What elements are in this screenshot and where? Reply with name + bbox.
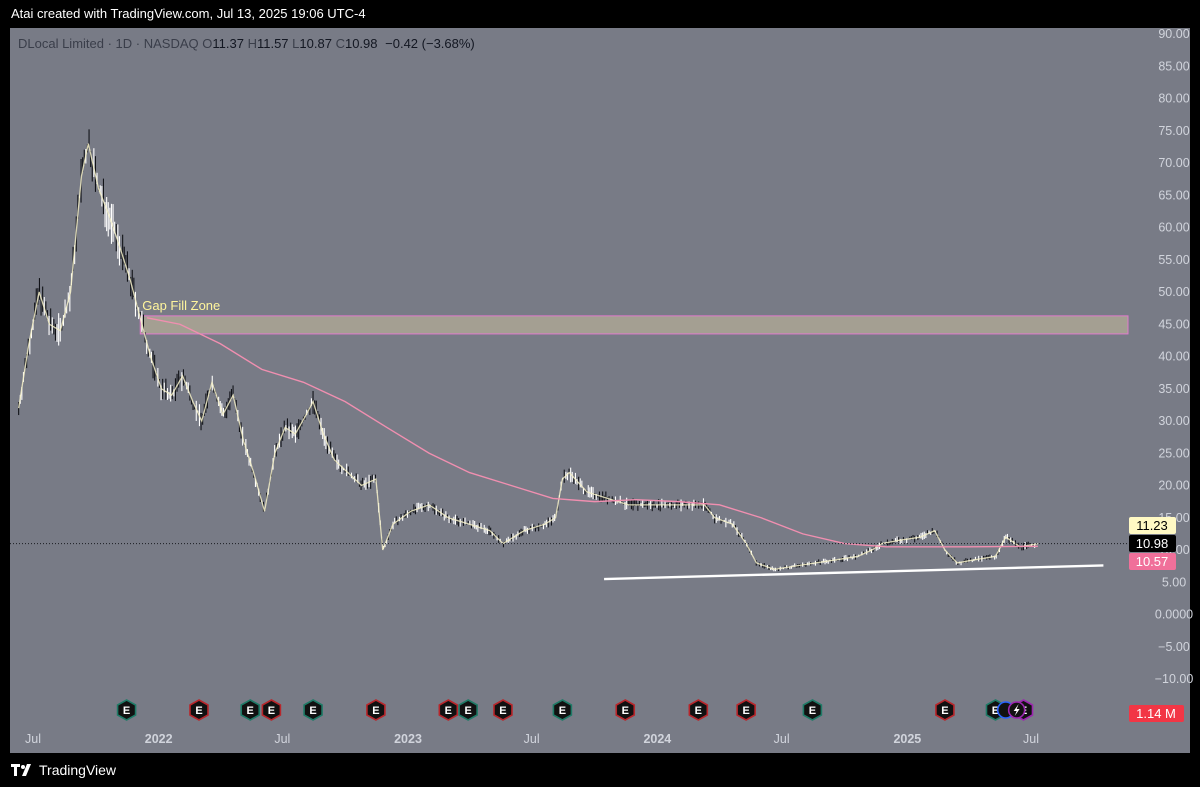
earnings-icon: E	[445, 705, 452, 717]
earnings-icon: E	[268, 705, 275, 717]
earnings-marker-green[interactable]	[802, 699, 823, 721]
tradingview-logo-icon	[11, 764, 31, 776]
y-axis-tick-label: −10.00	[1155, 672, 1194, 686]
price-tag-pink	[1129, 553, 1176, 570]
moving-average-line	[146, 317, 1038, 548]
earnings-marker-red[interactable]	[438, 699, 459, 721]
short-moving-average-line	[18, 143, 1038, 571]
x-axis-tick-label: Jul	[25, 732, 41, 746]
y-axis-tick-label: 70.00	[1158, 156, 1189, 170]
y-axis-tick-label: 65.00	[1158, 188, 1189, 202]
price-candles[interactable]	[18, 129, 1037, 572]
high-label: H	[247, 36, 257, 51]
y-axis-tick-label: 20.00	[1158, 479, 1189, 493]
y-axis-tick-label: 5.00	[1162, 575, 1186, 589]
price-tag-black	[1129, 535, 1176, 552]
earnings-icon: E	[195, 705, 202, 717]
close-label: C	[335, 36, 345, 51]
tradingview-logo[interactable]: TradingView	[11, 762, 116, 778]
earnings-icon: E	[559, 705, 566, 717]
change-value: −0.42 (−3.68%)	[385, 36, 475, 51]
earnings-icon: E	[372, 705, 379, 717]
earnings-marker-red[interactable]	[935, 699, 955, 721]
earnings-icon: E	[695, 705, 702, 717]
y-axis-tick-label: 25.00	[1158, 446, 1189, 460]
y-axis-tick-label: 50.00	[1158, 285, 1189, 299]
support-trendline[interactable]	[604, 564, 1104, 581]
earnings-marker-green[interactable]	[458, 699, 478, 721]
y-axis-tick-label: 80.00	[1158, 92, 1189, 106]
y-axis-tick-label: 55.00	[1158, 253, 1189, 267]
volume-tag-value: 1.14 M	[1136, 706, 1176, 721]
earnings-icon: E	[464, 705, 471, 717]
earnings-marker-red[interactable]	[615, 699, 636, 721]
price-tag-value: 10.57	[1136, 554, 1169, 569]
attribution-bar: Atai created with TradingView.com, Jul 1…	[0, 0, 1200, 28]
tradingview-brand: TradingView	[39, 762, 117, 778]
earnings-icon: E	[247, 705, 254, 717]
price-tag-value: 11.23	[1136, 518, 1168, 533]
x-axis-tick-label: 2025	[893, 732, 921, 746]
attribution-text: Atai created with TradingView.com, Jul 1…	[11, 6, 366, 21]
price-tag-yellow	[1129, 517, 1176, 534]
symbol-name[interactable]: DLocal Limited · 1D · NASDAQ	[18, 36, 199, 51]
earnings-marker-red[interactable]	[261, 699, 282, 721]
price-tag-value: 10.98	[1136, 536, 1169, 551]
y-axis-tick-label: 30.00	[1158, 414, 1189, 428]
y-axis-tick-label: 85.00	[1158, 59, 1189, 73]
open-value: 11.37	[212, 36, 244, 51]
x-axis-tick-label: Jul	[274, 732, 290, 746]
earnings-marker-green[interactable]	[240, 699, 261, 721]
open-label: O	[202, 36, 213, 51]
y-axis-tick-label: 75.00	[1158, 124, 1189, 138]
y-axis-tick-label: 0.0000	[1155, 608, 1193, 622]
y-axis-tick-label: 60.00	[1158, 221, 1189, 235]
earnings-icon: E	[809, 705, 816, 717]
x-axis-tick-label: 2022	[145, 732, 173, 746]
low-value: 10.87	[299, 36, 332, 51]
volume-tag	[1129, 705, 1184, 722]
earnings-icon: E	[123, 705, 130, 717]
earnings-marker-red[interactable]	[736, 699, 756, 721]
y-axis-tick-label: 35.00	[1158, 382, 1189, 396]
gap-fill-zone-label: Gap Fill Zone	[142, 298, 220, 313]
earnings-icon: E	[742, 705, 749, 717]
footer-bar	[0, 753, 1200, 787]
earnings-icon: E	[309, 705, 316, 717]
earnings-marker-green[interactable]	[116, 699, 137, 721]
earnings-marker-red[interactable]	[366, 699, 386, 721]
earnings-marker-green[interactable]	[303, 699, 323, 721]
chart-pane[interactable]	[10, 28, 1190, 753]
earnings-icon: E	[992, 705, 999, 717]
y-axis-tick-label: −5.00	[1158, 640, 1190, 654]
high-value: 11.57	[256, 36, 289, 51]
earnings-icon: E	[622, 705, 629, 717]
earnings-marker-green[interactable]	[552, 699, 573, 721]
x-axis-tick-label: 2024	[643, 732, 671, 746]
gap-fill-zone[interactable]	[139, 315, 1129, 335]
x-axis-tick-label: Jul	[524, 732, 540, 746]
x-axis-tick-label: Jul	[774, 732, 790, 746]
y-axis-tick-label: 40.00	[1158, 350, 1189, 364]
earnings-marker-red[interactable]	[688, 699, 709, 721]
symbol-legend: DLocal Limited · 1D · NASDAQ O11.37 H11.…	[18, 36, 475, 51]
earnings-marker-red[interactable]	[189, 699, 209, 721]
lightning-icon	[1013, 704, 1020, 716]
y-axis-tick-label: 90.00	[1158, 27, 1189, 41]
y-axis-tick-label: 45.00	[1158, 317, 1189, 331]
x-axis-tick-label: 2023	[394, 732, 422, 746]
x-axis-tick-label: Jul	[1023, 732, 1039, 746]
earnings-icon: E	[499, 705, 506, 717]
earnings-marker-red[interactable]	[493, 699, 513, 721]
earnings-icon: E	[941, 705, 948, 717]
close-value: 10.98	[344, 36, 378, 51]
low-label: L	[292, 36, 300, 51]
